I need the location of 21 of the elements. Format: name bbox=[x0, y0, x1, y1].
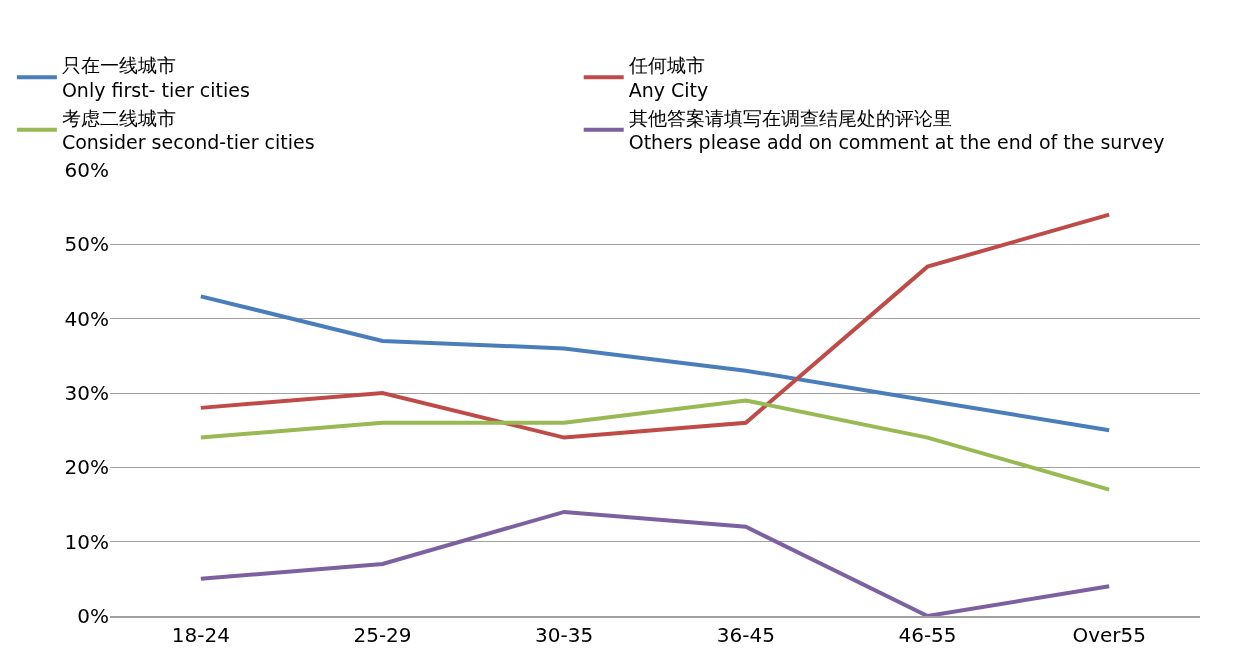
legend-label: 其他答案请填写在调查结尾处的评论里 Others please add on comment at the end of the survey bbox=[628, 106, 1165, 154]
x-tick-label: Over55 bbox=[1072, 622, 1146, 647]
x-tick-label: 25-29 bbox=[353, 622, 412, 647]
y-tick-label: 60% bbox=[64, 158, 109, 182]
legend-label: 考虑二线城市 Consider second-tier cities bbox=[61, 106, 315, 154]
y-tick-label: 30% bbox=[64, 381, 109, 405]
line-series bbox=[198, 509, 1112, 616]
x-tick-label: 30-35 bbox=[535, 622, 594, 647]
y-tick-label: 20% bbox=[64, 455, 109, 480]
y-tick-label: 0% bbox=[77, 604, 109, 628]
legend-label: 任何城市 Any City bbox=[627, 54, 709, 102]
x-tick-label: 46-55 bbox=[898, 622, 957, 647]
legend-label: 只在一线城市 Only first- tier cities bbox=[61, 54, 250, 102]
line-series bbox=[198, 398, 1112, 492]
y-tick-label: 40% bbox=[64, 306, 109, 331]
y-tick-label: 10% bbox=[64, 529, 109, 554]
y-tick-label: 50% bbox=[64, 232, 109, 257]
line-series bbox=[198, 294, 1112, 433]
x-tick-label: 18-24 bbox=[171, 622, 230, 647]
x-tick-label: 36-45 bbox=[716, 622, 775, 647]
line-series bbox=[198, 212, 1112, 440]
